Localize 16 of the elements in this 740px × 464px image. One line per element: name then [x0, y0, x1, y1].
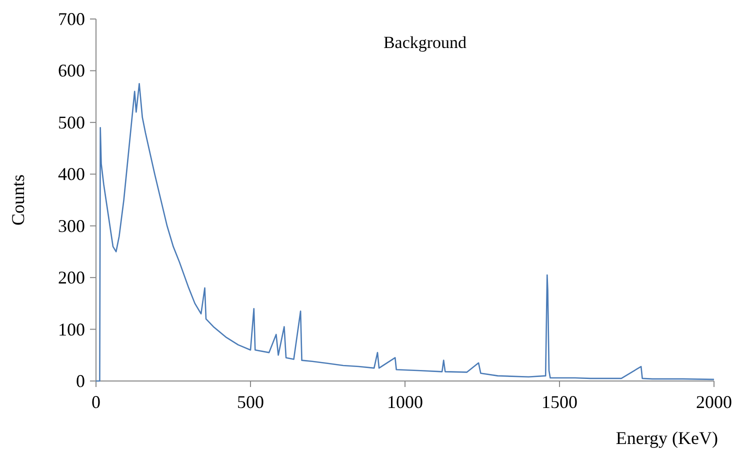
text: Background	[383, 33, 468, 52]
x-tick-label: 0	[92, 392, 100, 412]
x-tick-label: 500	[237, 392, 264, 412]
x-tick-label: 1500	[542, 392, 578, 412]
y-tick-label: 200	[58, 268, 85, 288]
y-tick-label: 300	[58, 216, 85, 236]
y-tick-label: 600	[58, 60, 85, 81]
y-tick-label: 400	[58, 164, 85, 184]
x-tick-label: 2000	[696, 392, 732, 412]
x-tick-label: 1000	[387, 392, 423, 412]
x-axis-title: Energy (KeV)	[616, 428, 718, 448]
y-tick-label: 500	[58, 112, 85, 132]
y-tick-label: 0	[76, 371, 85, 391]
y-axis-title: Counts	[8, 174, 28, 226]
y-tick-label: 700	[58, 9, 85, 29]
y-tick-label: 100	[58, 319, 85, 340]
